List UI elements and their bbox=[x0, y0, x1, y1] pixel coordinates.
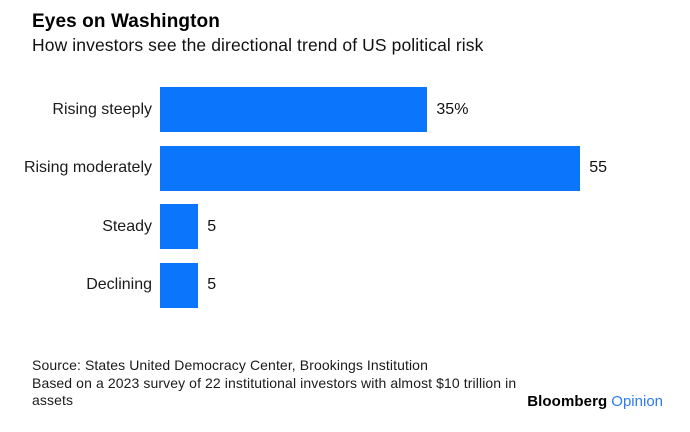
bar-row: Rising moderately 55 bbox=[23, 145, 607, 191]
value-label: 5 bbox=[207, 276, 217, 293]
value-label: 55 bbox=[589, 159, 607, 176]
bar-row: Declining 5 bbox=[32, 262, 607, 308]
note-line-1: Based on a 2023 survey of 22 institution… bbox=[32, 374, 517, 391]
bloomberg-opinion-logo: Bloomberg Opinion bbox=[527, 393, 663, 410]
chart-subtitle: How investors see the directional trend … bbox=[32, 35, 484, 55]
value-label: 5 bbox=[207, 217, 217, 235]
bar bbox=[160, 87, 428, 132]
bloomberg-wordmark: Bloomberg bbox=[527, 393, 608, 410]
source-note: Source: States United Democracy Center, … bbox=[32, 357, 516, 410]
bar bbox=[160, 145, 581, 191]
bar-row: Rising steeply 35% bbox=[32, 87, 607, 132]
category-label: Rising steeply bbox=[52, 100, 152, 118]
bar-chart: Rising steeply 35% Rising moderately 55 Stea… bbox=[23, 87, 607, 321]
note-line-2: assets bbox=[32, 392, 74, 408]
bar-row: Steady 5 bbox=[32, 204, 607, 249]
value-label: 35% bbox=[436, 100, 469, 118]
chart-title: Eyes on Washington bbox=[32, 11, 220, 32]
opinion-wordmark: Opinion bbox=[611, 393, 663, 410]
bar bbox=[160, 262, 199, 308]
category-label: Steady bbox=[102, 217, 152, 235]
source-line: Source: States United Democracy Center, … bbox=[32, 357, 428, 373]
bar bbox=[160, 204, 199, 249]
category-label: Rising moderately bbox=[23, 159, 152, 176]
category-label: Declining bbox=[86, 276, 152, 293]
